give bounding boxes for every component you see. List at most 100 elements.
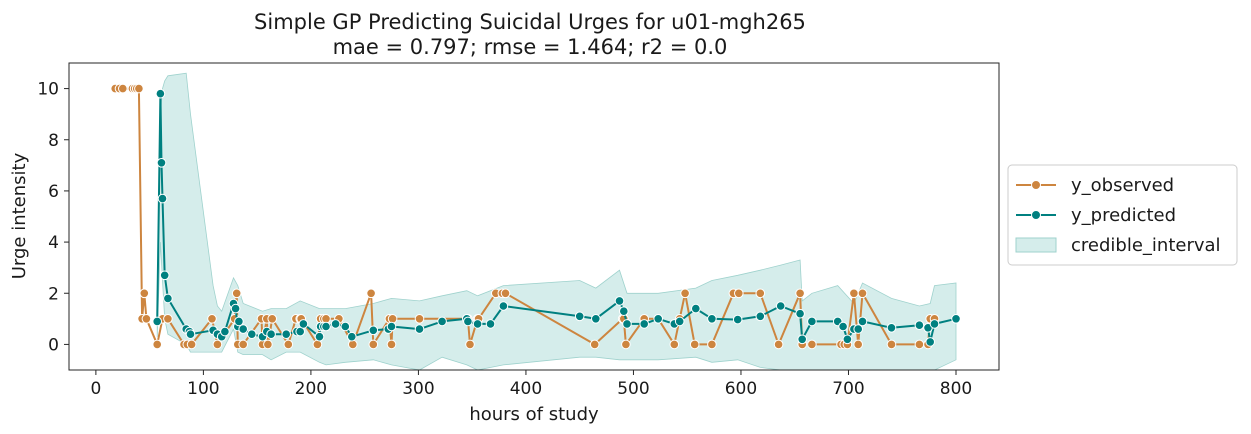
chart-title: Simple GP Predicting Suicidal Urges for …	[254, 10, 806, 34]
legend-observed-label: y_observed	[1071, 175, 1174, 196]
legend-interval-swatch	[1015, 237, 1057, 253]
predicted-point	[152, 316, 162, 327]
y-tick-label: 2	[48, 284, 59, 304]
observed-point	[755, 288, 766, 299]
x-tick-label: 500	[617, 379, 649, 399]
x-tick-label: 100	[187, 379, 219, 399]
legend-item-interval: credible_interval	[1015, 235, 1221, 256]
y-axis-label: Urge intensity	[9, 152, 30, 279]
observed-point	[734, 288, 744, 299]
observed-point	[669, 339, 680, 350]
predicted-point	[914, 320, 925, 331]
predicted-point	[674, 316, 685, 327]
legend-predicted-label: y_predicted	[1071, 205, 1176, 226]
predicted-point	[707, 314, 717, 324]
x-tick-label: 400	[510, 379, 542, 399]
observed-point	[207, 314, 217, 324]
observed-point	[118, 83, 128, 94]
predicted-point	[238, 324, 248, 334]
predicted-point	[775, 301, 786, 311]
x-tick-label: 800	[940, 379, 972, 399]
observed-point	[139, 288, 150, 299]
observed-point	[680, 288, 690, 299]
predicted-point	[755, 311, 766, 322]
y-tick-label: 10	[37, 80, 59, 100]
predicted-point	[340, 321, 351, 332]
observed-point	[689, 339, 700, 350]
legend: y_observed y_predicted credible_interval	[1007, 164, 1238, 266]
observed-point	[414, 314, 425, 324]
predicted-point	[230, 303, 241, 314]
predicted-point	[163, 293, 173, 304]
predicted-point	[266, 329, 276, 340]
predicted-point	[929, 319, 940, 329]
observed-point	[707, 339, 717, 350]
predicted-point	[842, 334, 853, 345]
predicted-point	[368, 325, 379, 336]
x-axis-label: hours of study	[469, 404, 599, 425]
predicted-point	[498, 301, 509, 311]
predicted-point	[795, 308, 805, 319]
legend-frame	[1007, 164, 1238, 266]
predicted-point	[281, 329, 292, 340]
predicted-point	[838, 321, 848, 332]
observed-point	[807, 339, 817, 350]
predicted-point	[157, 193, 168, 204]
observed-point	[386, 339, 397, 350]
predicted-point	[234, 316, 244, 327]
chart-subtitle: mae = 0.797; rmse = 1.464; r2 = 0.0	[333, 35, 728, 59]
predicted-point	[463, 316, 473, 327]
predicted-point	[732, 314, 743, 325]
predicted-point	[386, 321, 397, 332]
observed-point	[589, 339, 600, 350]
x-tick-label: 700	[832, 379, 864, 399]
predicted-point	[619, 306, 629, 317]
predicted-point	[347, 331, 357, 342]
observed-point	[387, 314, 398, 324]
observed-point	[853, 339, 864, 350]
plot-area	[68, 62, 1000, 371]
y-axis: 0 2 4 6 8 10	[37, 80, 69, 355]
x-tick-label: 600	[725, 379, 757, 399]
observed-point	[500, 288, 511, 299]
observed-point	[152, 339, 162, 350]
x-axis: 0 100 200 300 400 500 600 700 800	[90, 370, 972, 399]
predicted-point	[437, 316, 447, 327]
predicted-point	[622, 319, 632, 329]
predicted-point	[857, 316, 868, 327]
observed-point	[231, 288, 242, 299]
predicted-point	[639, 319, 650, 329]
y-tick-label: 6	[48, 182, 59, 202]
observed-point	[267, 314, 278, 324]
predicted-point	[574, 311, 585, 322]
predicted-point	[653, 314, 664, 324]
legend-interval-label: credible_interval	[1071, 235, 1221, 256]
observed-point	[773, 339, 784, 350]
x-tick-label: 0	[90, 379, 101, 399]
observed-point	[186, 339, 197, 350]
predicted-point	[472, 319, 483, 329]
observed-point	[263, 339, 273, 350]
predicted-point	[886, 323, 897, 333]
observed-point	[795, 288, 805, 299]
observed-point	[134, 83, 144, 94]
legend-predicted-marker	[1031, 210, 1041, 220]
predicted-point	[330, 319, 341, 329]
legend-item-predicted: y_predicted	[1016, 205, 1176, 226]
predicted-point	[185, 329, 196, 340]
observed-point	[886, 339, 897, 350]
observed-point	[857, 288, 868, 299]
x-tick-label: 200	[295, 379, 327, 399]
predicted-point	[159, 270, 170, 281]
observed-point	[849, 288, 859, 299]
observed-point	[283, 339, 294, 350]
predicted-point	[414, 324, 425, 334]
predicted-point	[951, 314, 961, 324]
y-tick-label: 8	[48, 131, 59, 151]
predicted-point	[591, 314, 601, 324]
observed-point	[366, 288, 376, 299]
observed-point	[238, 339, 248, 350]
legend-observed-marker	[1031, 180, 1041, 190]
observed-point	[141, 314, 152, 324]
predicted-point	[797, 334, 808, 345]
